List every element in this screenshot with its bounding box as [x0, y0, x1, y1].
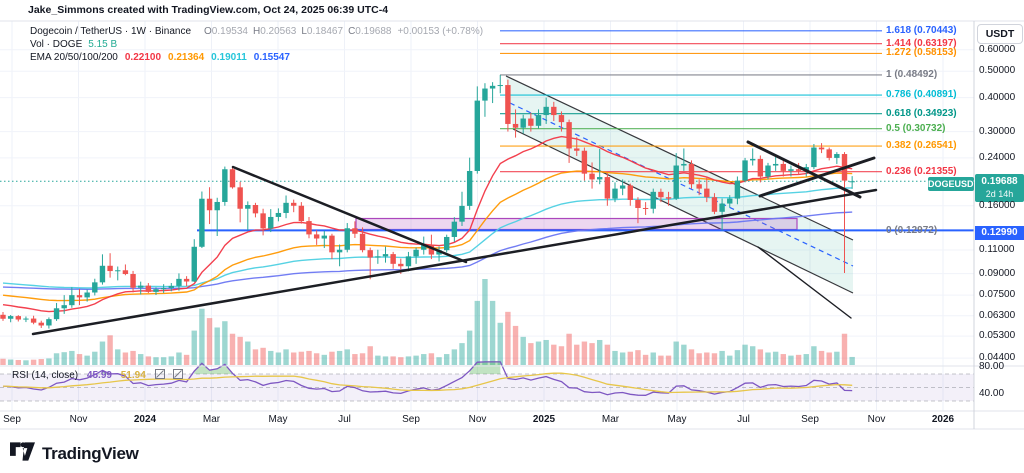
price-tick-label: 0.09000 [979, 267, 1016, 279]
time-tick-label: Sep [3, 414, 21, 425]
ema-value: 0.21364 [168, 52, 205, 63]
price-tick-label: 0.07500 [979, 289, 1016, 301]
price-tick-label: 0.16000 [979, 199, 1016, 211]
last-price-value: 0.19688 [981, 176, 1018, 187]
fib-level-label: 0.5 (0.30732) [886, 122, 946, 134]
time-tick-label: Jul [338, 414, 351, 425]
last-price-badge: 0.19688 2d 14h [975, 174, 1024, 202]
time-tick-label: May [268, 414, 288, 425]
fib-level-label: 0.236 (0.21355) [886, 165, 957, 177]
time-tick-label: 2026 [931, 414, 955, 425]
fib-level-label: 0.618 (0.34923) [886, 107, 957, 119]
symbol-title[interactable]: Dogecoin / TetherUS · 1W · Binance [30, 26, 192, 37]
tradingview-logo[interactable]: TradingView [10, 442, 139, 466]
price-tick-label: 0.50000 [979, 65, 1016, 77]
fib-level-label: 1.618 (0.70443) [886, 24, 957, 36]
price-tick-label: 0.30000 [979, 125, 1016, 137]
time-tick-label: Nov [867, 414, 886, 425]
price-tick-label: 0.60000 [979, 43, 1016, 55]
price-tick-label: 0.06300 [979, 309, 1016, 321]
time-tick-label: 2024 [133, 414, 157, 425]
time-tick-label: Sep [402, 414, 420, 425]
symbol-price-flag: DOGEUSDT [928, 177, 980, 191]
price-tick-label: 0.24000 [979, 151, 1016, 163]
price-tick-label: 0.04400 [979, 352, 1016, 364]
price-tick-label: 0.40000 [979, 91, 1016, 103]
change-value: +0.00153 (+0.78%) [397, 26, 484, 37]
fib-level-label: 0.382 (0.26541) [886, 140, 957, 152]
rsi-tick-label: 80.00 [979, 361, 1005, 373]
currency-button[interactable]: USDT [977, 24, 1023, 44]
ema-value: 0.19011 [211, 52, 247, 63]
volume-label: Vol · DOGE [30, 39, 83, 50]
fib-level-label: 0.786 (0.40891) [886, 89, 957, 101]
rsi-tick-label: 40.00 [979, 388, 1005, 400]
ohlc-value: 0.19688 [355, 26, 392, 37]
time-tick-label: Mar [202, 414, 221, 425]
indicator-visibility-icon[interactable] [154, 369, 165, 382]
ohlc-value: 0.18467 [306, 26, 344, 37]
tradingview-wordmark: TradingView [42, 444, 139, 463]
symbol-legend: Dogecoin / TetherUS · 1W · Binance O0.195… [30, 26, 483, 37]
rsi-label: RSI (14, close) [12, 370, 79, 381]
ohlc-letter: H [252, 26, 261, 37]
ohlc-value: 0.20563 [260, 26, 297, 37]
price-tick-label: 0.11000 [979, 243, 1015, 255]
ohlc-letter: L [301, 26, 307, 37]
attribution-text: Jake_Simmons created with TradingView.co… [28, 4, 389, 16]
indicator-settings-icon[interactable] [173, 369, 184, 382]
price-tick-label: 0.05300 [979, 330, 1016, 342]
time-tick-label: Mar [601, 414, 620, 425]
fib-level-label: 1.414 (0.63197) [886, 37, 957, 49]
bar-countdown: 2d 14h [985, 189, 1014, 199]
ema-values: 0.22100 0.21364 0.19011 0.15547 [125, 52, 297, 63]
rsi-legend: RSI (14, close) 45.99 51.94 [12, 369, 184, 382]
fib-level-label: 0 (0.12972) [886, 224, 938, 236]
fib-level-label: 1 (0.48492) [886, 68, 938, 80]
level-price-badge: 0.12990 [975, 226, 1024, 240]
ema-value: 0.22100 [124, 52, 162, 63]
ohlc-letter: O [204, 26, 212, 37]
time-tick-label: Jul [737, 414, 750, 425]
time-tick-label: May [667, 414, 687, 425]
tradingview-logo-icon [10, 442, 35, 466]
time-tick-label: 2025 [532, 414, 556, 425]
rsi-ma-value: 51.94 [120, 370, 146, 381]
volume-legend: Vol · DOGE 5.15 B [30, 39, 117, 50]
rsi-value: 45.99 [86, 370, 112, 381]
time-tick-label: Sep [801, 414, 819, 425]
volume-value: 5.15 B [88, 39, 118, 50]
ema-legend: EMA 20/50/100/200 0.22100 0.21364 0.19011 0.… [30, 52, 297, 63]
fib-level-label: 1.272 (0.58153) [886, 47, 957, 59]
ohlc-letter: C [348, 26, 356, 37]
ohlc-values: O0.19534 H0.20563 L0.18467 C0.19688 [199, 26, 391, 37]
time-tick-label: Nov [69, 414, 88, 425]
ema-value: 0.15547 [253, 52, 290, 63]
time-tick-label: Nov [468, 414, 487, 425]
ema-label: EMA 20/50/100/200 [30, 52, 118, 63]
ohlc-value: 0.19534 [211, 26, 248, 37]
